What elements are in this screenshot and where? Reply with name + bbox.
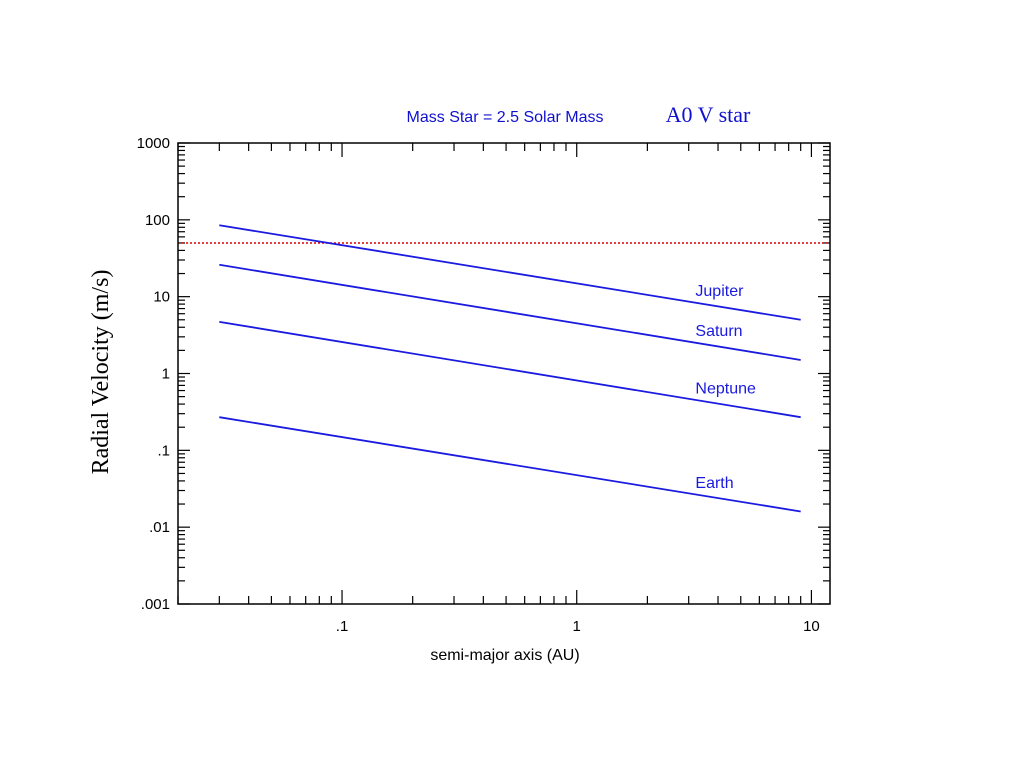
series-label-earth: Earth — [695, 475, 733, 492]
series-line-earth — [219, 416, 801, 513]
series-label-saturn: Saturn — [695, 323, 742, 340]
plot-frame — [177, 142, 831, 605]
series-line-jupiter — [219, 224, 801, 321]
series-labels: Jupiter Saturn Neptune Earth — [695, 283, 756, 492]
series-lines — [219, 224, 801, 513]
y-tick-label: .1 — [157, 442, 170, 459]
y-axis-label: Radial Velocity (m/s) — [88, 270, 114, 475]
axis-tick-labels: 1000 100 10 1 .1 .01 .001 .1 1 10 — [137, 135, 820, 635]
axis-ticks — [177, 142, 830, 605]
series-line-neptune — [219, 320, 801, 419]
chart-subtitle: A0 V star — [666, 102, 751, 127]
y-tick-label: 100 — [145, 212, 170, 229]
series-label-neptune: Neptune — [695, 380, 756, 397]
y-tick-label: .001 — [141, 596, 170, 613]
y-tick-label: .01 — [149, 519, 170, 536]
series-label-jupiter: Jupiter — [695, 283, 744, 300]
x-tick-label: 1 — [573, 618, 581, 635]
x-tick-label: 10 — [803, 618, 820, 635]
series-line-saturn — [219, 263, 801, 361]
chart-title: Mass Star = 2.5 Solar Mass — [407, 109, 604, 126]
x-axis-label: semi-major axis (AU) — [430, 647, 579, 664]
y-tick-label: 1000 — [137, 135, 170, 152]
x-tick-label: .1 — [336, 618, 349, 635]
y-tick-label: 10 — [153, 289, 170, 306]
y-tick-label: 1 — [162, 366, 170, 383]
